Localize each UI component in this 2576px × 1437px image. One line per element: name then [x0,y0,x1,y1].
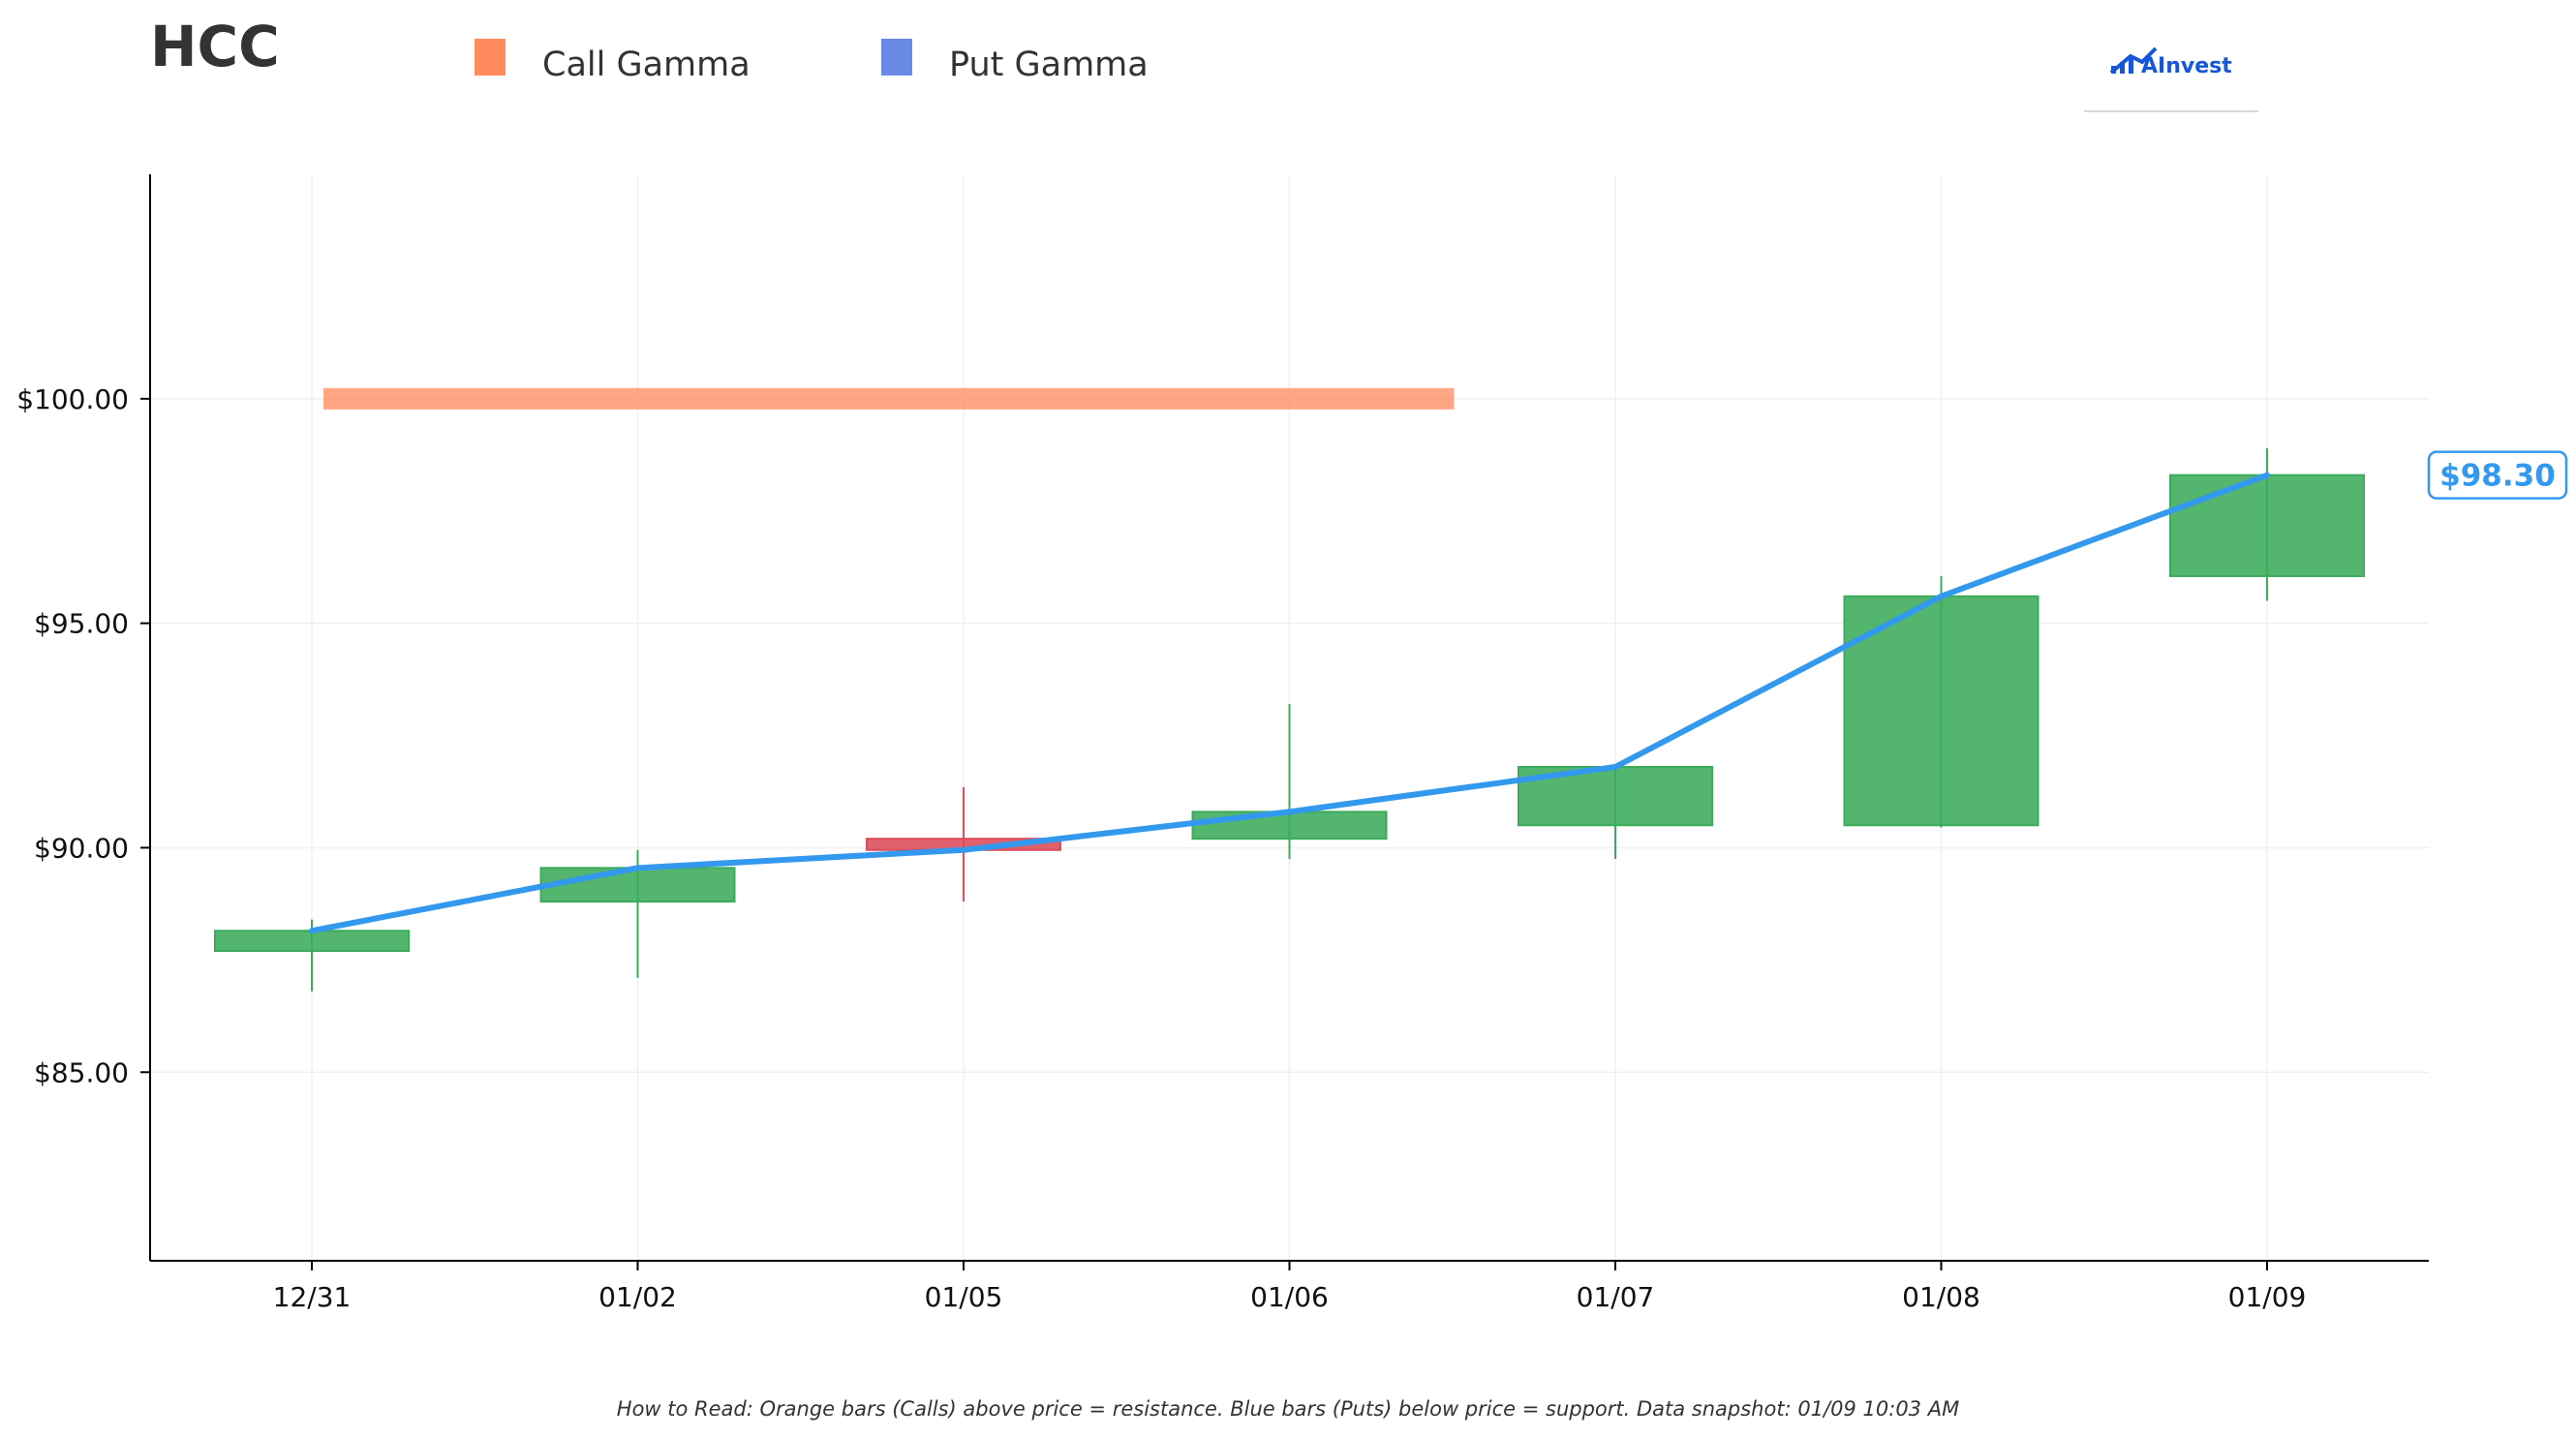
how-to-read-note: How to Read: Orange bars (Calls) above p… [617,1397,1959,1421]
legend-call-label: Call Gamma [542,46,751,84]
x-tick-label: 01/09 [2228,1281,2307,1313]
y-tick-label: $90.00 [34,832,129,864]
call-gamma-bar [323,387,1455,410]
y-tick-label: $85.00 [34,1056,129,1088]
legend-put-label: Put Gamma [949,46,1149,84]
x-tick-label: 01/07 [1577,1281,1655,1313]
legend-call-swatch [475,39,506,76]
gamma-bars [323,387,1455,410]
x-tick-label: 01/06 [1250,1281,1329,1313]
y-tick-label: $100.00 [16,383,129,415]
x-tick-label: 12/31 [273,1281,352,1313]
last-price-tag: $98.30 [2427,450,2568,500]
legend-put-swatch [881,39,912,76]
brand-chart-icon [2109,46,2158,75]
brand-name: AInvest [2141,54,2232,78]
candle-body [2169,474,2365,577]
x-tick-label: 01/05 [925,1281,1003,1313]
candle-body [539,867,736,903]
last-price-tag-label: $98.30 [2439,459,2556,494]
ticker-title: HCC [150,14,280,79]
candle-body [1191,810,1388,841]
candle-body [1843,595,2039,827]
legend: Call Gamma Put Gamma [475,39,1149,84]
candle-body [214,930,410,953]
brand-logo: AInvest [2084,46,2258,112]
price-line [309,472,2270,934]
axes: $85.00 $90.00 $95.00 $100.00 12/31 01/02 01/05… [16,174,2429,1313]
last-price-tag-box [2427,450,2568,500]
x-tick-label: 01/02 [598,1281,677,1313]
y-tick-label: $95.00 [34,608,129,640]
x-tick-label: 01/08 [1902,1281,1980,1313]
price-line-path [309,472,2270,934]
